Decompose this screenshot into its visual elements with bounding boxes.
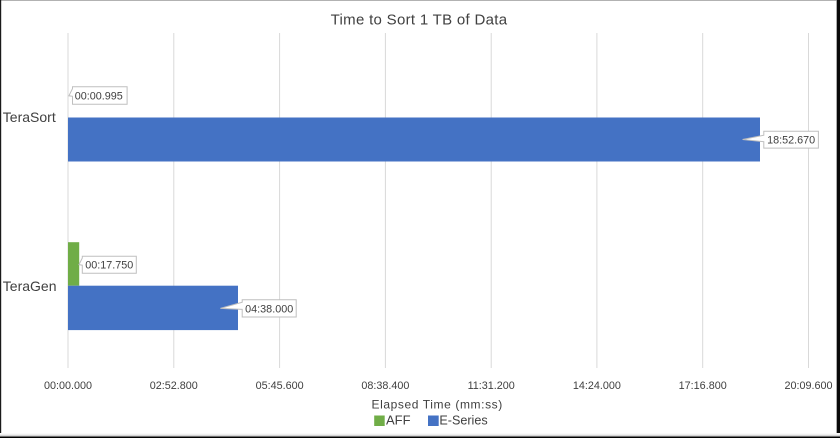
svg-text:AFF: AFF [386, 413, 411, 428]
svg-text:Time to Sort 1 TB of Data: Time to Sort 1 TB of Data [331, 12, 508, 29]
svg-text:TeraGen: TeraGen [3, 278, 57, 294]
svg-text:00:17.750: 00:17.750 [85, 260, 133, 272]
svg-text:17:16.800: 17:16.800 [679, 380, 727, 392]
svg-text:00:00.000: 00:00.000 [44, 380, 92, 392]
svg-text:11:31.200: 11:31.200 [468, 380, 515, 392]
svg-text:04:38.000: 04:38.000 [245, 304, 293, 316]
svg-text:00:00.995: 00:00.995 [75, 91, 123, 103]
svg-text:02:52.800: 02:52.800 [150, 380, 198, 392]
svg-text:05:45.600: 05:45.600 [256, 380, 304, 392]
svg-text:20:09.600: 20:09.600 [784, 380, 832, 392]
svg-text:Elapsed Time (mm:ss): Elapsed Time (mm:ss) [372, 398, 503, 412]
svg-text:TeraSort: TeraSort [3, 109, 56, 125]
svg-text:08:38.400: 08:38.400 [361, 380, 409, 392]
svg-text:E-Series: E-Series [439, 414, 487, 428]
svg-text:14:24.000: 14:24.000 [573, 380, 621, 392]
svg-text:18:52.670: 18:52.670 [767, 135, 815, 147]
